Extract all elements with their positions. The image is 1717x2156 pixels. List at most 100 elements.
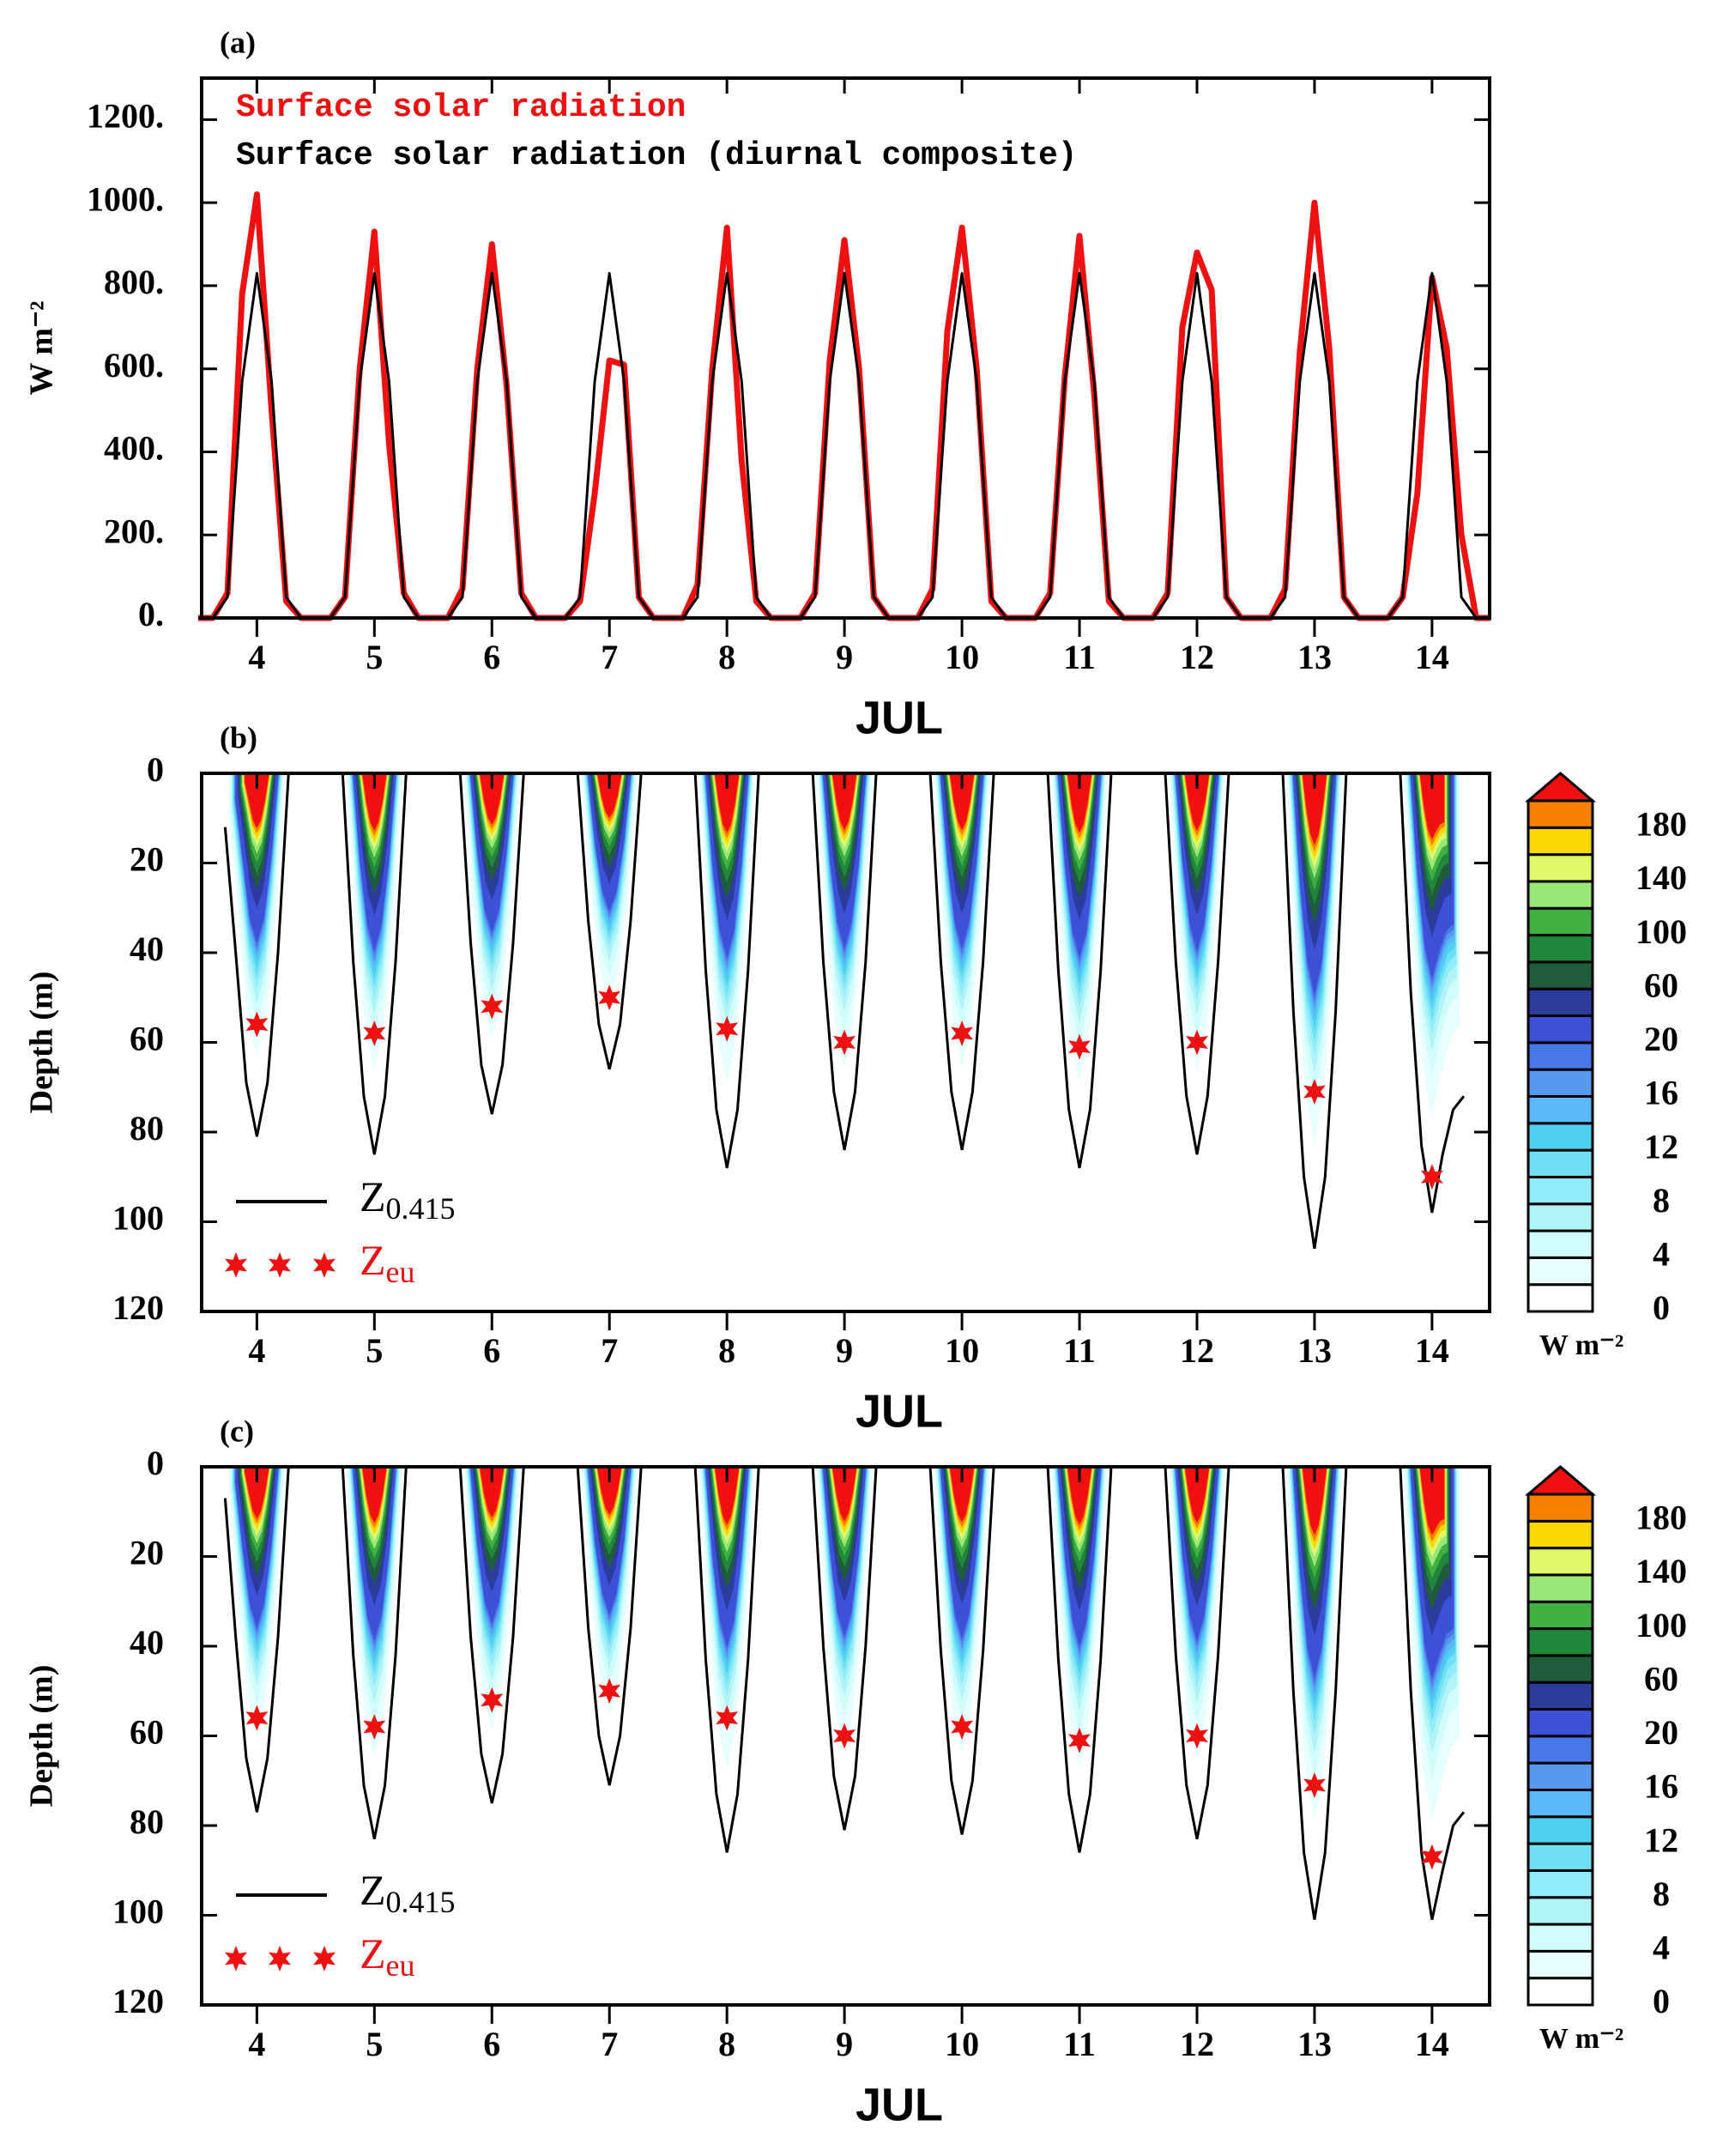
x-tick-label: 8: [718, 1331, 735, 1370]
colorbar-box: [1527, 1041, 1594, 1071]
colorbar-box: [1527, 934, 1594, 964]
y-tick-label: 120: [112, 1982, 164, 2020]
z-line: [223, 772, 1466, 1250]
colorbar-box: [1527, 906, 1594, 937]
y-tick-label: 20: [130, 840, 164, 879]
x-axis-label: JUL: [855, 2079, 943, 2130]
x-tick-label: 7: [601, 638, 618, 676]
contour-fill: [596, 1467, 622, 1515]
colorbar-tick-label: 140: [1635, 858, 1687, 897]
y-tick-label: 80: [130, 1802, 164, 1841]
colorbar-tick-label: 4: [1653, 1235, 1670, 1274]
star: [598, 984, 621, 1011]
colorbar-box: [1527, 1283, 1594, 1313]
y-tick-label: 0.: [138, 595, 164, 633]
x-tick-label: 14: [1415, 1331, 1449, 1370]
star: [716, 1705, 739, 1731]
colorbar-box: [1527, 1122, 1594, 1152]
x-tick-label: 12: [1180, 2025, 1214, 2063]
colorbar-tick-label: 60: [1644, 966, 1678, 1004]
star: [951, 1714, 974, 1740]
legend-entry: Surface solar radiation (diurnal composi…: [236, 137, 1078, 174]
star: [481, 1687, 504, 1713]
colorbar-tick-label: 4: [1653, 1929, 1670, 1967]
colorbar-box: [1527, 1735, 1594, 1765]
x-tick-label: 12: [1180, 638, 1214, 676]
x-tick-label: 12: [1180, 1331, 1214, 1370]
x-axis-label: JUL: [855, 692, 943, 743]
star: [833, 1723, 856, 1749]
colorbar-box: [1527, 853, 1594, 883]
colorbar-box: [1527, 1788, 1594, 1819]
colorbar-box: [1527, 1896, 1594, 1926]
x-tick-label: 9: [836, 638, 853, 676]
x-tick-label: 7: [601, 2025, 618, 2063]
x-tick-label: 4: [248, 638, 265, 676]
colorbar-tick-label: 0: [1653, 1982, 1670, 2020]
colorbar-box: [1527, 1842, 1594, 1872]
colorbar-tick-label: 180: [1635, 804, 1687, 843]
y-tick-label: 120: [112, 1288, 164, 1327]
colorbar-box: [1527, 1600, 1594, 1631]
y-tick-label: 60: [130, 1020, 164, 1058]
y-tick-label: 1000.: [87, 179, 164, 218]
colorbar-tick-label: 16: [1644, 1074, 1678, 1112]
contour-fill: [479, 1467, 505, 1518]
colorbar-units: W m⁻²: [1539, 1329, 1623, 1361]
colorbar-over: [1524, 772, 1597, 802]
contour-fill: [1302, 1467, 1327, 1535]
legend-subscript: eu: [386, 1255, 415, 1289]
legend-name: Z: [360, 1866, 386, 1914]
colorbar-tick-label: 140: [1635, 1552, 1687, 1590]
y-tick-label: 80: [130, 1109, 164, 1148]
x-tick-label: 10: [945, 638, 979, 676]
colorbar-box: [1527, 1815, 1594, 1845]
panel-label: (a): [220, 25, 256, 59]
y-axis-label: Depth (m): [24, 1665, 60, 1808]
x-tick-label: 11: [1063, 2025, 1096, 2063]
x-tick-label: 5: [366, 2025, 383, 2063]
contour-fill: [245, 773, 269, 828]
star: [363, 1714, 386, 1740]
y-tick-label: 400.: [104, 429, 164, 468]
colorbar-box: [1527, 1654, 1594, 1684]
x-tick-label: 10: [945, 1331, 979, 1370]
contour-fill: [362, 773, 387, 832]
colorbar-box: [1527, 826, 1594, 857]
star: [313, 1946, 336, 1971]
star: [1420, 1844, 1443, 1870]
x-axis-label: JUL: [855, 1385, 943, 1437]
x-tick-label: 11: [1063, 1331, 1096, 1370]
y-tick-label: 800.: [104, 263, 164, 301]
star: [833, 1029, 856, 1056]
x-tick-label: 4: [248, 2025, 265, 2063]
colorbar-over: [1524, 1465, 1597, 1496]
colorbar-tick-label: 100: [1635, 912, 1687, 951]
star: [598, 1678, 621, 1705]
star: [363, 1020, 386, 1046]
contour-fill: [1419, 773, 1445, 840]
colorbar-box: [1527, 1949, 1594, 1980]
colorbar-tick-label: 12: [1644, 1127, 1678, 1166]
star: [245, 1705, 269, 1731]
contour-fill: [596, 773, 622, 819]
x-tick-label: 8: [718, 2025, 735, 2063]
x-tick-label: 6: [483, 2025, 500, 2063]
y-tick-label: 0: [147, 1444, 164, 1482]
x-tick-label: 5: [366, 638, 383, 676]
colorbar-box: [1527, 1175, 1594, 1206]
colorbar-tick-label: 16: [1644, 1767, 1678, 1806]
colorbar-tick-label: 8: [1653, 1181, 1670, 1220]
star: [1186, 1723, 1208, 1749]
star: [1303, 1772, 1326, 1798]
panel-label: (c): [220, 1414, 254, 1448]
colorbar-tick-label: 8: [1653, 1874, 1670, 1913]
x-tick-label: 13: [1297, 1331, 1332, 1370]
colorbar-box: [1527, 1068, 1594, 1098]
legend-entry: Surface solar radiation: [236, 89, 686, 126]
star: [225, 1252, 247, 1278]
colorbar-box: [1527, 987, 1594, 1018]
colorbar-box: [1527, 1761, 1594, 1791]
contour-fill: [831, 773, 857, 831]
